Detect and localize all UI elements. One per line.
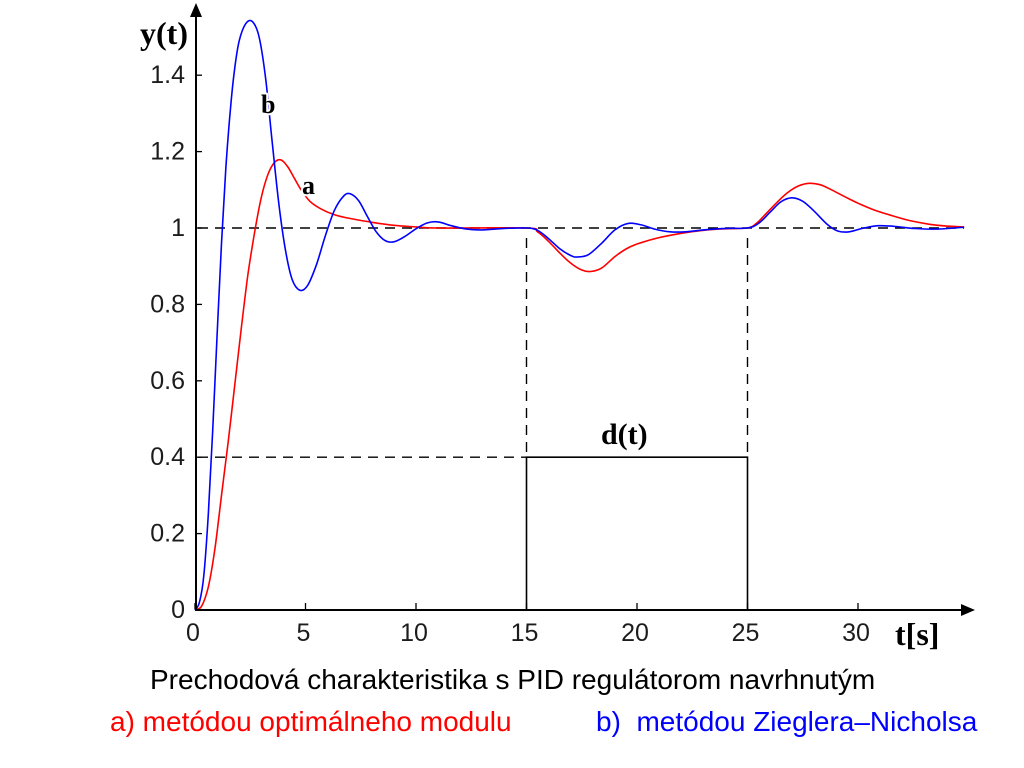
step-response-chart: 0 0.2 0.4 0.6 0.8 1 1.2 1.4 0 5 10 15 20 25 30 y(t) t[… xyxy=(140,3,975,652)
legend-entry-b: b) metódou Zieglera–Nicholsa xyxy=(596,706,978,737)
figure-caption: Prechodová charakteristika s PID regulát… xyxy=(150,664,876,695)
x-axis-arrow-icon xyxy=(961,604,975,616)
series-lines xyxy=(194,19,965,611)
y-tick-label: 0.8 xyxy=(150,290,185,318)
y-tick-label: 1 xyxy=(171,214,185,242)
x-tick-label: 0 xyxy=(186,619,200,647)
axes xyxy=(190,3,975,616)
legend-entry-a: a) metódou optimálneho modulu xyxy=(110,706,512,737)
y-axis-arrow-icon xyxy=(190,3,202,17)
x-axis-title: t[s] xyxy=(895,616,939,652)
series-label-a: a xyxy=(302,171,315,200)
y-tick-label: 0.2 xyxy=(150,520,185,548)
x-tick-label: 5 xyxy=(297,619,311,647)
series-line-a xyxy=(194,158,965,611)
disturbance-label: d(t) xyxy=(601,418,648,451)
disturbance-pulse xyxy=(525,456,749,610)
x-tick-label: 25 xyxy=(732,619,760,647)
y-tick-label: 0.6 xyxy=(150,367,185,395)
x-tick-label: 15 xyxy=(511,619,539,647)
x-tick-label: 30 xyxy=(842,619,870,647)
y-tick-label: 0.4 xyxy=(150,443,185,471)
y-tick-label: 0 xyxy=(171,596,185,624)
series-label-b: b xyxy=(261,90,275,119)
axis-ticks: 0 0.2 0.4 0.6 0.8 1 1.2 1.4 0 5 10 15 20 25 30 xyxy=(150,61,870,647)
y-tick-label: 1.4 xyxy=(150,61,185,89)
y-axis-title: y(t) xyxy=(140,15,188,51)
x-tick-label: 10 xyxy=(400,619,428,647)
reference-lines xyxy=(198,227,965,610)
y-tick-label: 1.2 xyxy=(150,138,185,166)
series-line-b xyxy=(194,19,965,611)
x-tick-label: 20 xyxy=(621,619,649,647)
